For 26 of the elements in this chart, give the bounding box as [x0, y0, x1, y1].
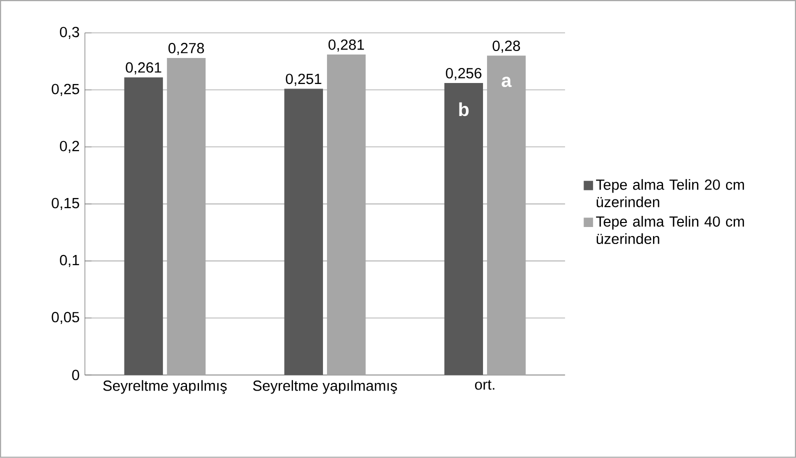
x-tick-label: ort. [475, 380, 494, 390]
x-tick-label: Seyreltme yapılmış [103, 380, 227, 394]
y-tick-label: 0,05 [52, 312, 80, 324]
bar [444, 83, 484, 376]
data-label: 0,251 [286, 74, 322, 86]
data-label: 0,278 [168, 42, 204, 56]
y-tick-label: 0,3 [60, 26, 80, 40]
y-tick-label: 0,15 [52, 198, 80, 210]
data-label: 0,261 [126, 62, 162, 74]
y-tick-label: 0,1 [60, 254, 80, 268]
bar [124, 77, 163, 376]
annotation: b [459, 102, 469, 116]
legend-label: Tepe alma Telin 20 cm üzerinden [596, 179, 744, 208]
annotation: a [502, 76, 512, 88]
y-tick-label: 0,2 [60, 140, 80, 154]
data-label: 0,281 [328, 40, 364, 52]
bar [326, 54, 366, 376]
bar [166, 58, 206, 376]
x-tick-label: Seyreltme yapılmamış [253, 380, 397, 394]
data-label: 0,256 [446, 68, 482, 80]
legend-label: Tepe alma Telin 40 cm üzerinden [596, 216, 744, 244]
data-label: 0,28 [492, 40, 520, 53]
bar [487, 56, 526, 376]
y-tick-label: 0,25 [52, 84, 80, 96]
y-tick-label: 0 [72, 370, 80, 380]
bar [284, 88, 323, 376]
